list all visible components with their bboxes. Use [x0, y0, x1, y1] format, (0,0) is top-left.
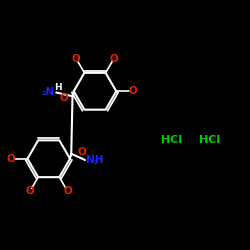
Text: O: O	[110, 54, 118, 64]
Text: O: O	[26, 186, 34, 196]
Text: HCl: HCl	[200, 135, 220, 145]
Text: H: H	[54, 84, 61, 92]
Text: O: O	[72, 54, 80, 64]
Text: O: O	[60, 93, 68, 104]
Text: O: O	[77, 147, 86, 158]
Text: O: O	[7, 154, 16, 164]
Text: HCl: HCl	[161, 135, 182, 145]
Text: ₂N: ₂N	[42, 87, 55, 97]
Text: O: O	[128, 86, 137, 96]
Text: O: O	[63, 186, 72, 196]
Text: NH: NH	[86, 155, 103, 165]
Text: ₂: ₂	[94, 158, 98, 166]
